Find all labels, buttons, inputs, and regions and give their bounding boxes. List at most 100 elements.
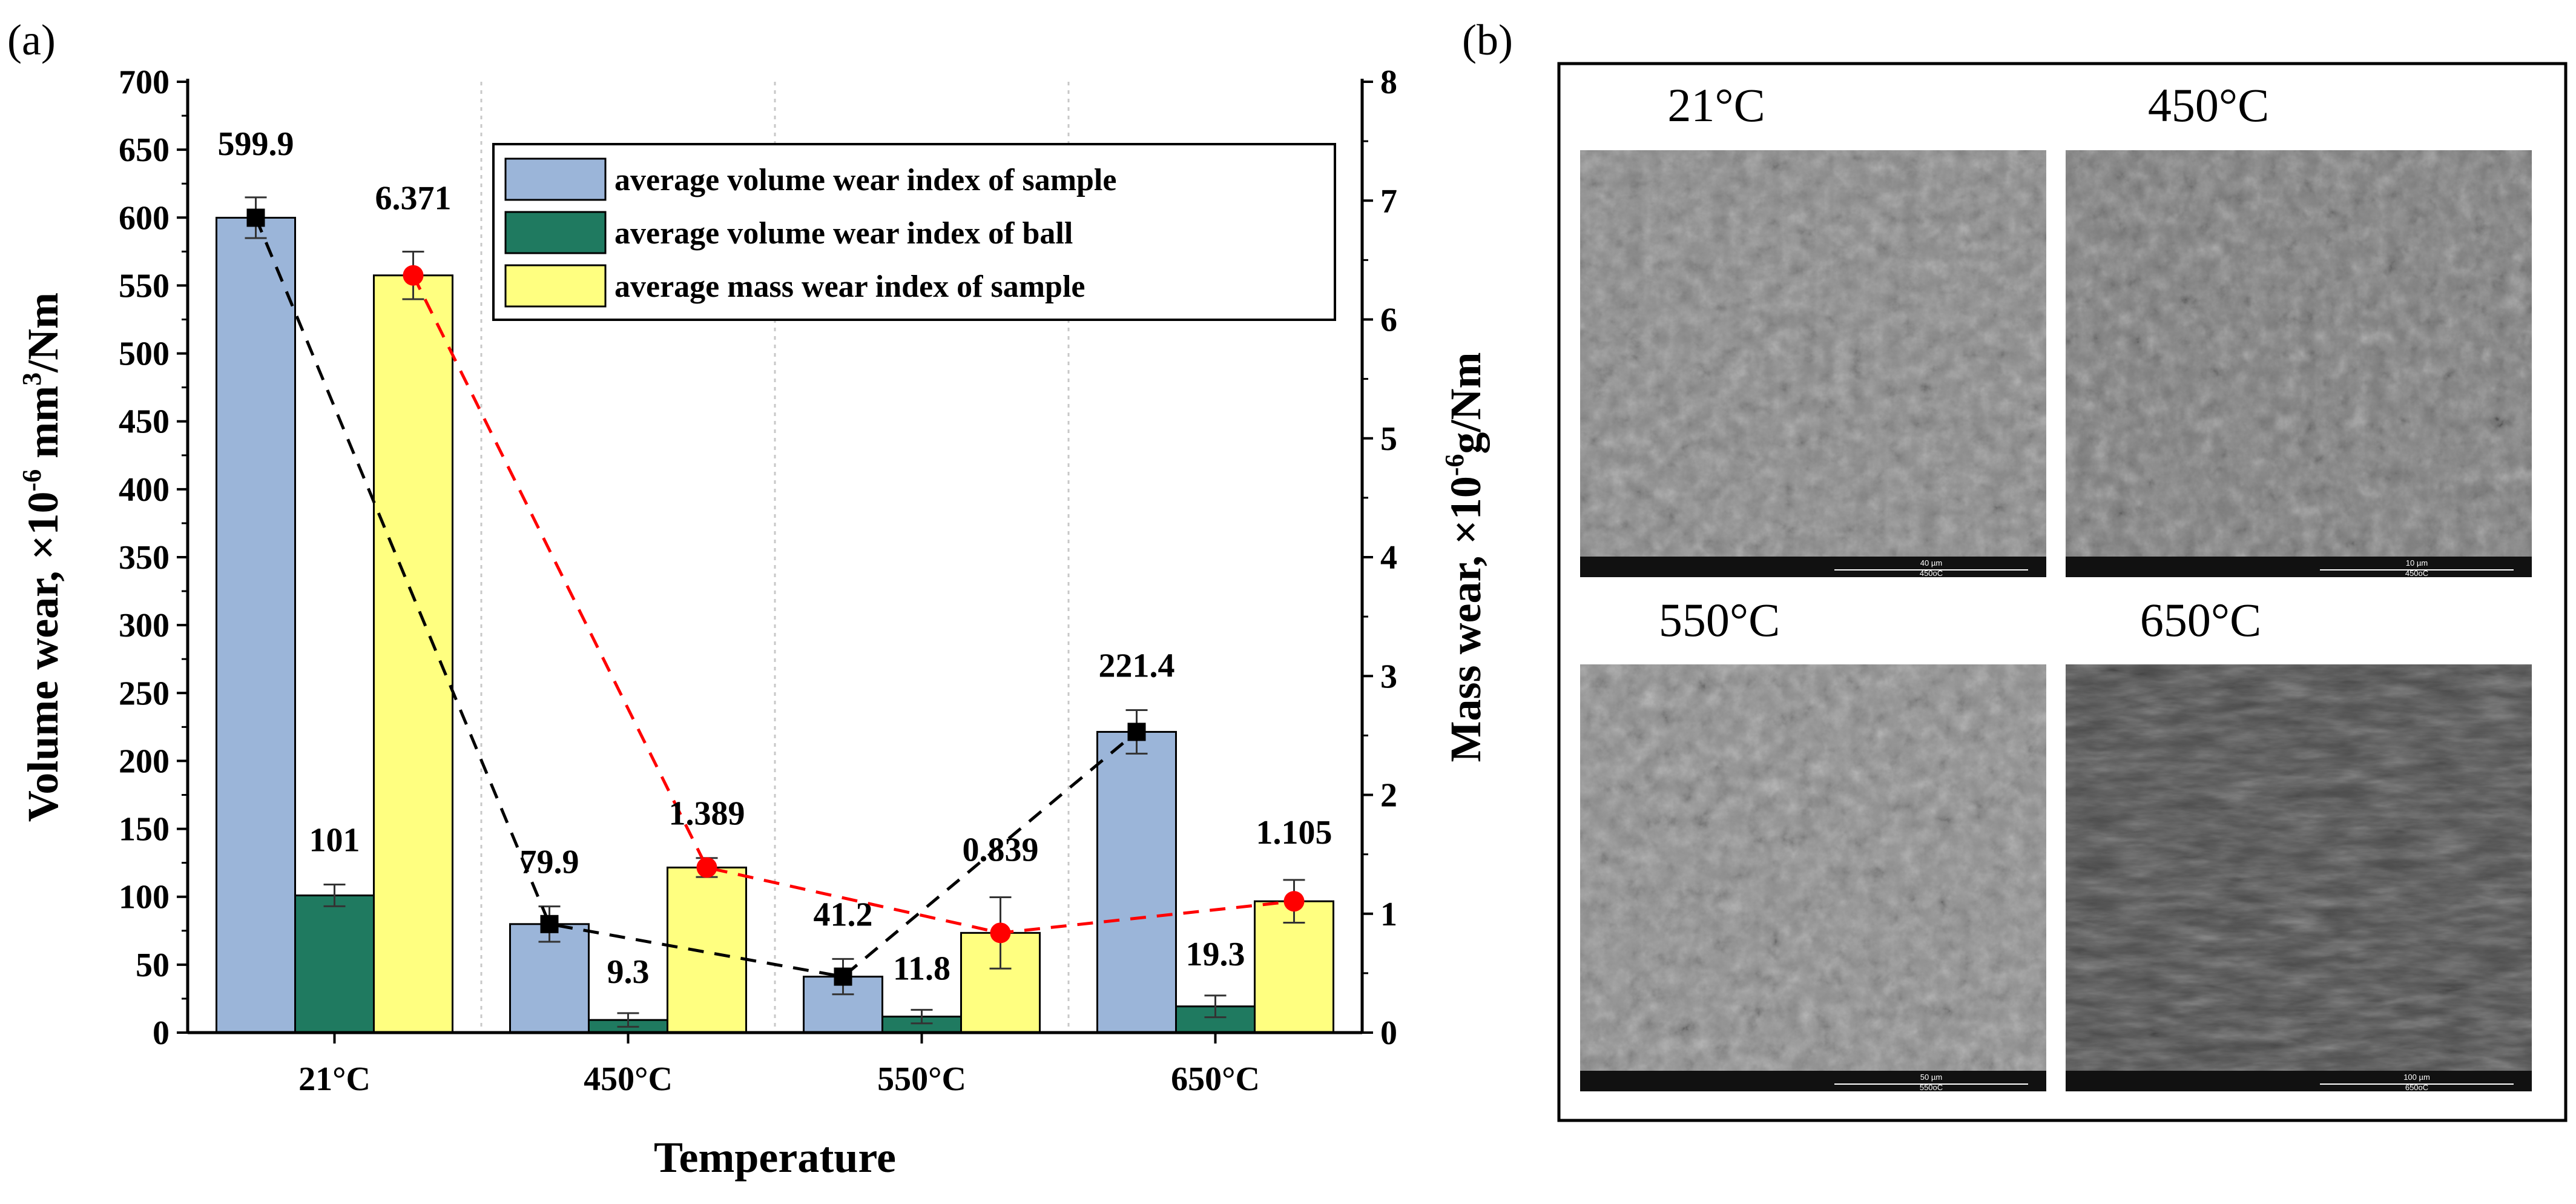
y2-tick-label: 2 <box>1380 777 1397 815</box>
sem-info-bar <box>2066 1071 2532 1091</box>
data-label: 0.839 <box>963 831 1039 868</box>
y2-axis-title-part: g/Nm <box>1441 352 1490 454</box>
sem-micrograph-grid: 21°C 40 µm 450oC 450°C 10 µm 450oC 550°C 50 µm5… <box>1580 79 2532 1092</box>
legend-swatch-2 <box>504 264 607 308</box>
y-tick-label: 100 <box>119 879 170 916</box>
wear-bar-chart: 599.9 79.9 41.2 221.4 101 9.3 11.8 19.3 6.371 1.3… <box>17 64 1490 1182</box>
sem-caption: 550oC <box>1920 1083 1943 1092</box>
x-tick-label: 450°C <box>584 1060 673 1098</box>
y2-tick-label: 1 <box>1380 896 1397 933</box>
y-tick-label: 350 <box>119 539 170 577</box>
y-axis-title-part: Volume wear, ×10 <box>19 491 67 822</box>
chart-legend: average volume wear index of sample avera… <box>492 143 1336 321</box>
y-tick-label: 600 <box>119 199 170 237</box>
x-axis-title: Temperature <box>654 1133 896 1182</box>
trend-marker-square <box>246 208 265 227</box>
data-label: 19.3 <box>1186 936 1245 973</box>
y-tick-label: 300 <box>119 607 170 644</box>
legend-swatch-1 <box>504 211 607 254</box>
data-label: 11.8 <box>893 950 950 987</box>
sem-texture-1 <box>2066 150 2532 577</box>
y-tick-label: 150 <box>119 811 170 848</box>
y-tick-label: 550 <box>119 267 170 305</box>
y-tick-label: 50 <box>136 947 170 984</box>
trend-marker-circle <box>403 265 424 286</box>
y2-tick-label: 3 <box>1380 658 1397 695</box>
trend-marker-circle <box>696 857 717 878</box>
y-tick-label: 200 <box>119 743 170 780</box>
legend-label-1: average volume wear index of ball <box>614 216 1073 251</box>
x-tick-label: 550°C <box>877 1060 966 1098</box>
sem-scale-label: 10 µm <box>2406 558 2428 567</box>
bar-left-series-0 <box>216 217 296 1034</box>
data-label: 599.9 <box>218 125 294 163</box>
sem-scale-label: 100 µm <box>2403 1073 2430 1082</box>
y-axis-title-exponent: -6 <box>17 469 47 492</box>
sem-info-bar <box>2066 557 2532 577</box>
micrograph-title: 650°C <box>2140 594 2261 646</box>
y2-tick-label: 7 <box>1380 182 1397 220</box>
sem-scale-label: 50 µm <box>1920 1073 1942 1082</box>
legend-label-0: average volume wear index of sample <box>614 163 1116 197</box>
micrograph-title: 550°C <box>1659 594 1780 646</box>
sem-texture-0 <box>1580 150 2046 577</box>
legend-frame <box>492 143 1336 321</box>
data-label: 101 <box>309 822 360 859</box>
y-axis-title-exponent: 3 <box>17 372 47 386</box>
sem-caption: 450oC <box>2405 569 2428 578</box>
bar-left-series-1 <box>294 894 375 1034</box>
y-axis-title: Volume wear, ×10-6 mm3/Nm <box>17 293 67 822</box>
data-label: 79.9 <box>520 844 579 881</box>
y2-axis-title-exponent: -6 <box>1440 454 1469 477</box>
x-tick-label: 21°C <box>298 1060 371 1098</box>
sem-info-bar <box>1580 557 2046 577</box>
data-label: 41.2 <box>814 896 873 933</box>
sem-texture-2 <box>1580 664 2046 1091</box>
y2-axis-title-part: Mass wear, ×10 <box>1441 476 1490 762</box>
y-tick-label: 650 <box>119 131 170 169</box>
data-label: 1.105 <box>1256 814 1332 852</box>
x-tick-label: 650°C <box>1171 1060 1260 1098</box>
sem-caption: 450oC <box>1920 569 1943 578</box>
y-tick-label: 250 <box>119 675 170 712</box>
y-tick-label: 700 <box>119 64 170 101</box>
y-tick-label: 450 <box>119 403 170 441</box>
data-label: 6.371 <box>375 179 452 217</box>
y2-tick-label: 0 <box>1380 1014 1397 1052</box>
trend-marker-square <box>834 967 852 986</box>
panel-b-label: (b) <box>1462 16 1513 64</box>
sem-info-bar <box>1580 1071 2046 1091</box>
legend-label-2: average mass wear index of sample <box>614 270 1085 304</box>
bar-right-series-2 <box>373 274 453 1034</box>
trend-marker-circle <box>1283 891 1305 912</box>
sem-texture-3 <box>2066 664 2532 1091</box>
trend-line-0 <box>254 217 1138 979</box>
micrograph-title: 450°C <box>2148 79 2269 131</box>
y2-tick-label: 5 <box>1380 420 1397 458</box>
trend-marker-circle <box>990 922 1011 944</box>
bar-right-series-2 <box>667 866 747 1034</box>
y-axis-title-part: /Nm <box>19 293 67 373</box>
y2-tick-label: 8 <box>1380 64 1397 101</box>
bar-left-series-0 <box>1096 730 1177 1034</box>
y-axis-title-part: mm <box>19 386 67 469</box>
trend-marker-square <box>1127 723 1146 741</box>
trend-line-1 <box>412 274 1294 934</box>
trend-marker-square <box>540 915 559 933</box>
y-tick-label: 400 <box>119 471 170 509</box>
data-label: 9.3 <box>607 953 650 991</box>
sem-caption: 650oC <box>2405 1083 2428 1092</box>
data-label: 1.389 <box>669 795 745 833</box>
data-label: 221.4 <box>1099 647 1175 685</box>
y2-tick-label: 4 <box>1380 539 1397 577</box>
y-tick-label: 0 <box>153 1014 170 1052</box>
y2-tick-label: 6 <box>1380 302 1397 339</box>
y2-axis-title: Mass wear, ×10-6g/Nm <box>1440 352 1490 762</box>
micrograph-title: 21°C <box>1667 79 1765 131</box>
sem-scale-label: 40 µm <box>1920 558 1942 567</box>
y-tick-label: 500 <box>119 336 170 373</box>
micrograph-panel-frame <box>1557 62 2568 1122</box>
legend-swatch-0 <box>504 157 607 201</box>
panel-a-label: (a) <box>7 16 56 64</box>
